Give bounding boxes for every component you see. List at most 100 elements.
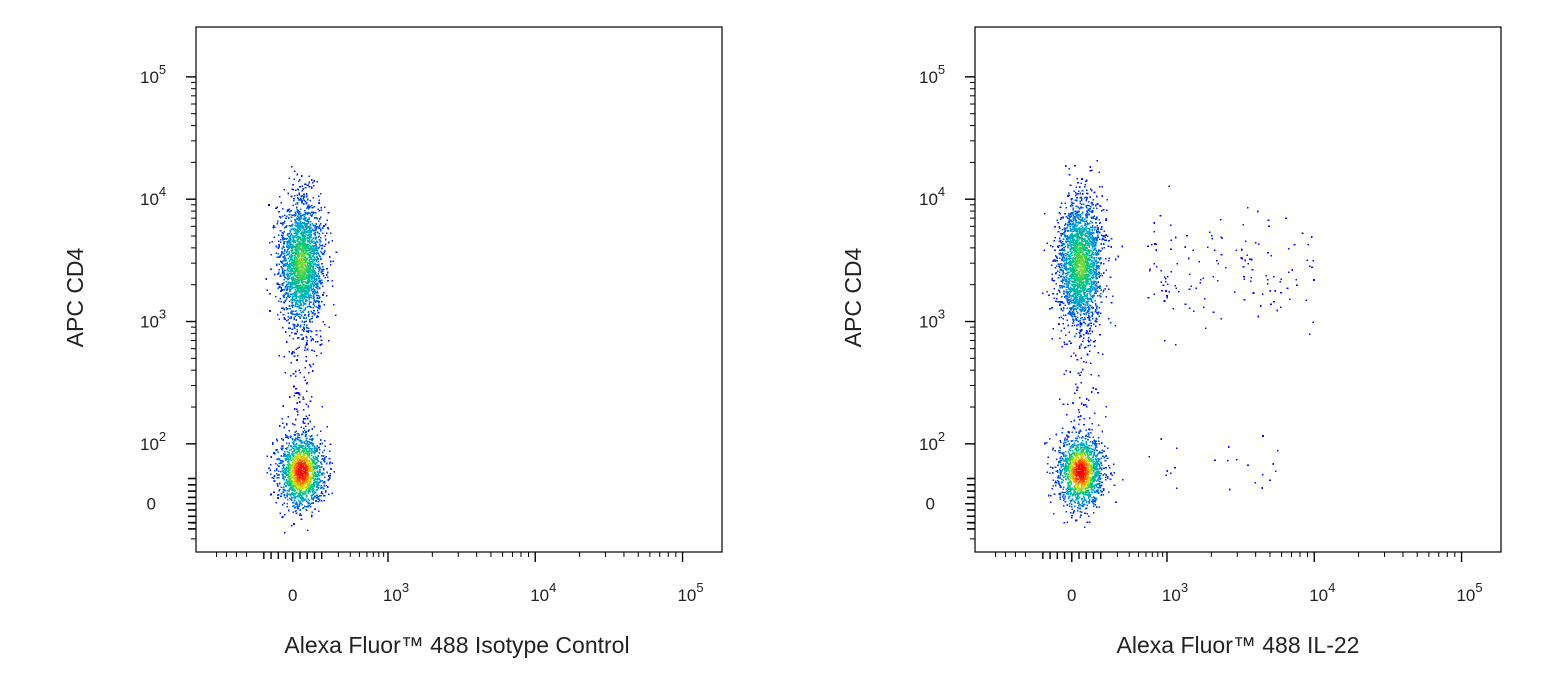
event-dot [270,253,272,256]
event-dot [321,227,324,229]
event-dot [281,477,284,479]
event-dot [280,254,282,256]
event-dot [285,442,288,445]
event-dot [287,437,289,440]
event-dot [301,275,304,278]
event-dot [316,470,319,472]
event-dot [276,485,279,488]
event-dot [286,483,288,485]
event-dot [1064,224,1066,226]
event-dot [297,456,300,458]
event-dot [302,232,305,234]
event-dot [312,481,315,484]
event-dot [294,315,296,318]
event-dot [299,446,302,448]
event-dot [283,272,286,275]
event-dot [308,455,310,458]
event-dot [282,488,285,491]
event-dot [290,498,292,500]
event-dot [310,458,313,460]
event-dot [318,477,320,479]
event-dot [1074,194,1077,197]
event-dot [286,494,288,496]
event-dot [286,463,288,466]
event-dot [314,452,316,454]
event-dot [1086,325,1089,327]
event-dot [299,270,301,272]
event-dot [317,510,320,512]
event-dot [287,292,290,295]
event-dot [291,352,293,354]
event-dot [304,418,307,420]
event-dot [313,288,316,291]
event-dot [1074,260,1077,262]
event-dot [306,270,308,272]
event-dot [319,267,322,270]
event-dot [1086,317,1089,319]
event-dot [310,317,312,320]
event-dot [301,253,303,255]
event-dot [290,445,292,447]
event-dot [299,216,302,218]
event-dot [325,238,327,241]
event-dot [292,476,294,478]
event-dot [281,223,284,226]
event-dot [315,489,318,491]
event-dot [319,230,322,232]
event-dot [1075,245,1078,248]
event-dot [290,477,293,479]
event-dot [1079,246,1081,249]
event-dot [269,241,271,244]
event-dot [1072,240,1074,242]
event-dot [303,317,305,320]
event-dot [304,280,307,283]
event-dot [297,227,300,230]
event-dot [287,192,289,195]
event-dot [292,467,294,470]
event-dot [315,223,317,225]
event-dot [295,387,297,390]
event-dot [266,289,269,292]
event-dot [293,385,295,388]
event-dot [307,405,309,408]
event-dot [1101,195,1104,197]
event-dot [310,274,312,276]
event-dot [1108,239,1110,242]
event-dot [1076,178,1078,180]
event-dot [297,252,299,254]
event-dot [1088,318,1090,320]
event-dot [311,515,313,518]
event-dot [280,262,283,264]
event-dot [1073,239,1075,241]
event-dot [300,198,302,201]
event-dot [296,454,299,456]
event-dot [294,279,297,281]
event-dot [287,451,290,453]
event-dot [317,300,319,303]
event-dot [1078,275,1081,277]
event-dot [268,467,270,469]
event-dot [1066,273,1069,275]
event-dot [295,285,297,287]
event-dot [1068,223,1071,226]
event-dot [1066,343,1068,345]
event-dot [304,287,307,289]
event-dot [302,287,304,289]
event-dot [1070,274,1072,277]
event-dot [1095,274,1097,277]
event-dot [304,471,307,474]
event-dot [1059,268,1062,271]
event-dot [1074,286,1076,288]
event-dot [294,474,297,477]
event-dot [316,445,318,447]
event-dot [310,442,313,444]
event-dot [302,274,304,276]
event-dot [1095,270,1097,273]
event-dot [1067,243,1069,246]
event-dot [304,320,306,323]
event-dot [292,310,294,313]
event-dot [298,467,300,470]
event-dot [1063,262,1066,264]
event-dot [293,313,296,315]
event-dot [306,249,309,252]
